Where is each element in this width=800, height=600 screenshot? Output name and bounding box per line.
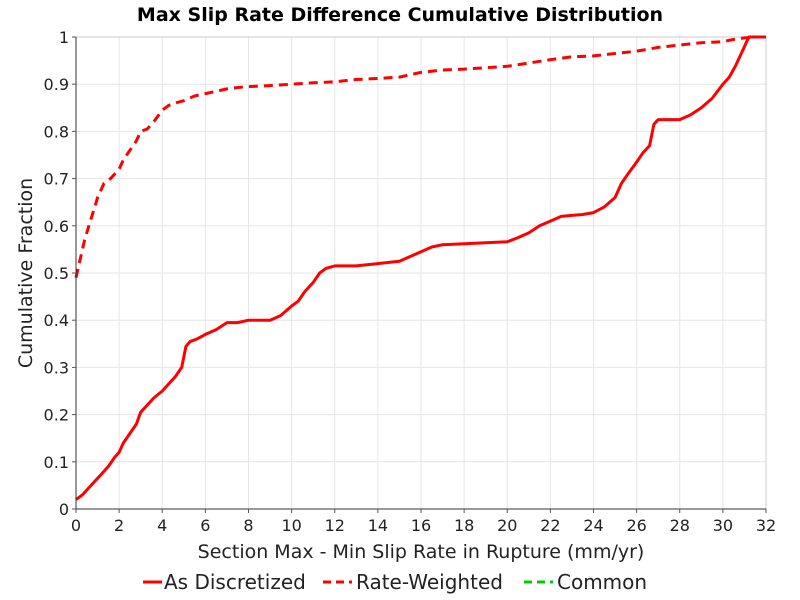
- y-tick-label: 0.4: [44, 311, 69, 330]
- y-tick-label: 0.1: [44, 453, 69, 472]
- x-tick-label: 28: [670, 516, 690, 535]
- legend-label-common: Common: [557, 570, 647, 594]
- y-tick-label: 0.6: [44, 217, 69, 236]
- x-tick-label: 12: [325, 516, 345, 535]
- x-tick-label: 30: [713, 516, 733, 535]
- legend: As Discretized Rate-Weighted Common: [143, 570, 647, 594]
- x-tick-label: 24: [583, 516, 603, 535]
- x-tick-label: 6: [200, 516, 210, 535]
- legend-label-rate-weighted: Rate-Weighted: [356, 570, 503, 594]
- y-tick-label: 0.3: [44, 358, 69, 377]
- chart-title: Max Slip Rate Difference Cumulative Dist…: [137, 4, 663, 26]
- x-tick-label: 22: [540, 516, 560, 535]
- x-tick-label: 14: [368, 516, 388, 535]
- x-tick-label: 0: [71, 516, 81, 535]
- x-tick-label: 4: [157, 516, 167, 535]
- y-tick-label: 0.5: [44, 264, 69, 283]
- x-tick-label: 26: [626, 516, 646, 535]
- x-tick-label: 2: [114, 516, 124, 535]
- x-tick-label: 16: [411, 516, 431, 535]
- y-tick-label: 0: [59, 500, 69, 519]
- x-tick-label: 8: [243, 516, 253, 535]
- y-axis-label: Cumulative Fraction: [15, 178, 37, 368]
- x-tick-label: 32: [756, 516, 776, 535]
- y-tick-label: 0.9: [44, 75, 69, 94]
- x-tick-label: 20: [497, 516, 517, 535]
- series-line-as-discretized: [75, 35, 766, 501]
- x-tick-label: 10: [281, 516, 301, 535]
- x-ticks: 0 2 4 6 8 10 12 14 16 18 20 22 24 26 28 30 32: [71, 509, 776, 535]
- grid: [75, 36, 767, 510]
- y-tick-label: 0.7: [44, 170, 69, 189]
- series-layer: [74, 35, 766, 501]
- series-line-rate-weighted: [74, 35, 766, 279]
- y-ticks: 0 0.1 0.2 0.3 0.4 0.5 0.6 0.7 0.8 0.9 1: [44, 28, 76, 519]
- y-tick-label: 0.2: [44, 406, 69, 425]
- x-axis-label: Section Max - Min Slip Rate in Rupture (…: [198, 541, 645, 563]
- legend-label-as-discretized: As Discretized: [164, 570, 306, 594]
- x-tick-label: 18: [454, 516, 474, 535]
- y-tick-label: 0.8: [44, 122, 69, 141]
- y-tick-label: 1: [59, 28, 69, 47]
